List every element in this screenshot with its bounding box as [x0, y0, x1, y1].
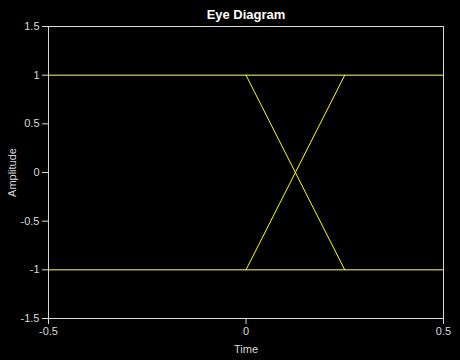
svg-text:-1.5: -1.5 [21, 312, 40, 324]
svg-text:Time: Time [234, 343, 258, 355]
svg-text:1.5: 1.5 [24, 20, 39, 32]
svg-text:0: 0 [33, 166, 39, 178]
svg-text:-1: -1 [30, 263, 40, 275]
svg-text:-0.5: -0.5 [21, 215, 40, 227]
svg-text:1: 1 [33, 69, 39, 81]
svg-text:0.5: 0.5 [24, 117, 39, 129]
svg-text:0.5: 0.5 [436, 325, 451, 337]
svg-text:0: 0 [243, 325, 249, 337]
svg-text:Amplitude: Amplitude [6, 148, 18, 197]
svg-text:-0.5: -0.5 [39, 325, 58, 337]
svg-text:Eye Diagram: Eye Diagram [207, 7, 286, 22]
